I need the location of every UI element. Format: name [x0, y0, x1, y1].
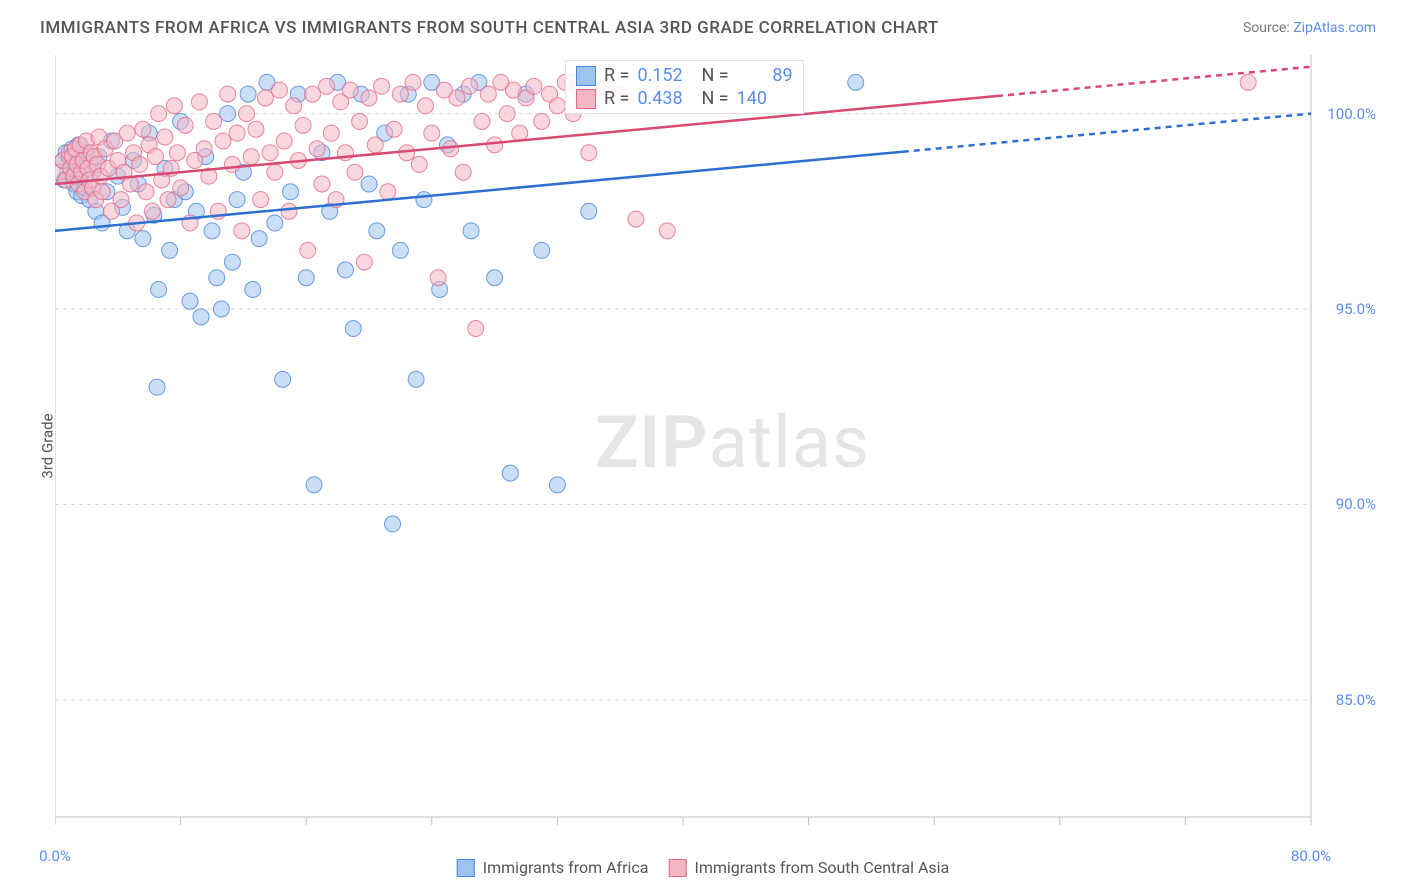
stat-row-series2: R = 0.438 N = 140	[576, 88, 793, 109]
stat-swatch-series1	[576, 66, 596, 86]
stat-n-value-1: 89	[737, 65, 793, 86]
source-attribution: Source: ZipAtlas.com	[1243, 20, 1376, 36]
legend-swatch-2	[669, 859, 687, 877]
stat-row-series1: R = 0.152 N = 89	[576, 65, 793, 86]
legend-item-series1: Immigrants from Africa	[457, 858, 649, 877]
y-tick-label: 85.0%	[1316, 691, 1376, 709]
legend-label-2: Immigrants from South Central Asia	[695, 858, 950, 877]
chart-title: IMMIGRANTS FROM AFRICA VS IMMIGRANTS FRO…	[40, 18, 939, 38]
stat-r-label: R =	[604, 88, 629, 109]
y-tick-label: 95.0%	[1316, 300, 1376, 318]
chart-svg	[55, 55, 1381, 837]
y-tick-label: 90.0%	[1316, 495, 1376, 513]
stat-r-value-1: 0.152	[637, 65, 693, 86]
stat-n-label: N =	[701, 88, 728, 109]
source-link[interactable]: ZipAtlas.com	[1293, 20, 1376, 36]
stat-n-value-2: 140	[737, 88, 793, 109]
legend-label-1: Immigrants from Africa	[483, 858, 649, 877]
correlation-stats-box: R = 0.152 N = 89 R = 0.438 N = 140	[565, 60, 804, 114]
y-axis-label: 3rd Grade	[39, 413, 57, 478]
legend: Immigrants from Africa Immigrants from S…	[457, 858, 950, 877]
stat-r-label: R =	[604, 65, 629, 86]
stat-n-label: N =	[701, 65, 728, 86]
stat-r-value-2: 0.438	[637, 88, 693, 109]
x-tick-label: 0.0%	[39, 847, 71, 865]
source-prefix: Source:	[1243, 20, 1293, 36]
y-tick-label: 100.0%	[1316, 105, 1376, 123]
legend-swatch-1	[457, 859, 475, 877]
chart-plot-area: 85.0%90.0%95.0%100.0% 0.0%80.0% ZIPatlas…	[55, 55, 1381, 837]
stat-swatch-series2	[576, 89, 596, 109]
legend-item-series2: Immigrants from South Central Asia	[669, 858, 950, 877]
x-tick-label: 80.0%	[1291, 847, 1331, 865]
